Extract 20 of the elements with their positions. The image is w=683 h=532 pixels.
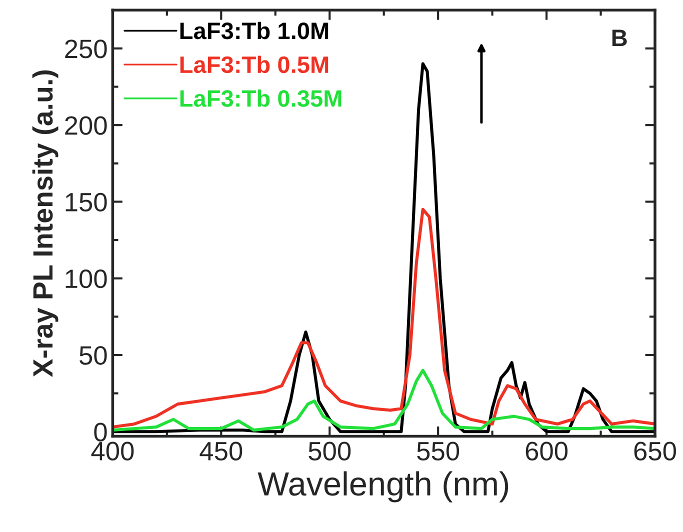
y-tick-label: 0 — [94, 422, 107, 442]
y-tick-label: 200 — [65, 116, 107, 135]
y-tick-label: 150 — [66, 192, 107, 212]
x-tick-label: 400 — [91, 442, 134, 460]
annotation: B — [612, 30, 627, 46]
x-tick-label: 650 — [634, 442, 676, 460]
line-series — [112, 208, 655, 429]
x-axis-title: Wavelength (nm) — [258, 471, 508, 502]
legend-label: LaF3:Tb 0.5M — [180, 56, 328, 74]
y-tick-label: 50 — [80, 346, 107, 365]
line-series — [112, 368, 655, 432]
legend-label: LaF3:Tb 1.0M — [180, 22, 328, 40]
x-tick-label: 450 — [200, 442, 242, 460]
x-tick-label: 500 — [308, 442, 351, 460]
x-tick-label: 600 — [526, 442, 568, 460]
y-tick-label: 100 — [66, 269, 107, 288]
x-tick-label: 550 — [417, 442, 460, 460]
legend-label: LaF3:Tb 0.35M — [180, 90, 342, 107]
y-tick-label: 250 — [65, 40, 107, 58]
y-axis-title: X-ray PL Intensity (a.u.) — [32, 70, 58, 378]
